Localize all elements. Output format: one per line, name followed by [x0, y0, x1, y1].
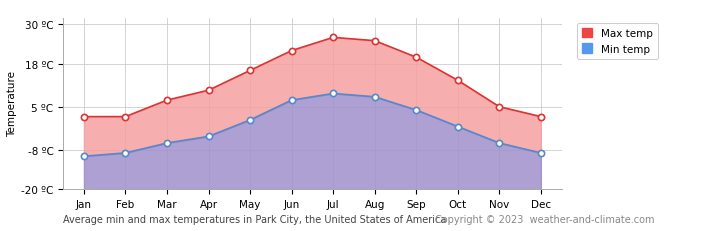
Legend: Max temp, Min temp: Max temp, Min temp — [577, 24, 658, 60]
Text: Copyright © 2023  weather-and-climate.com: Copyright © 2023 weather-and-climate.com — [435, 214, 655, 224]
Text: Average min and max temperatures in Park City, the United States of America: Average min and max temperatures in Park… — [63, 214, 446, 224]
Y-axis label: Temperature: Temperature — [7, 71, 17, 137]
